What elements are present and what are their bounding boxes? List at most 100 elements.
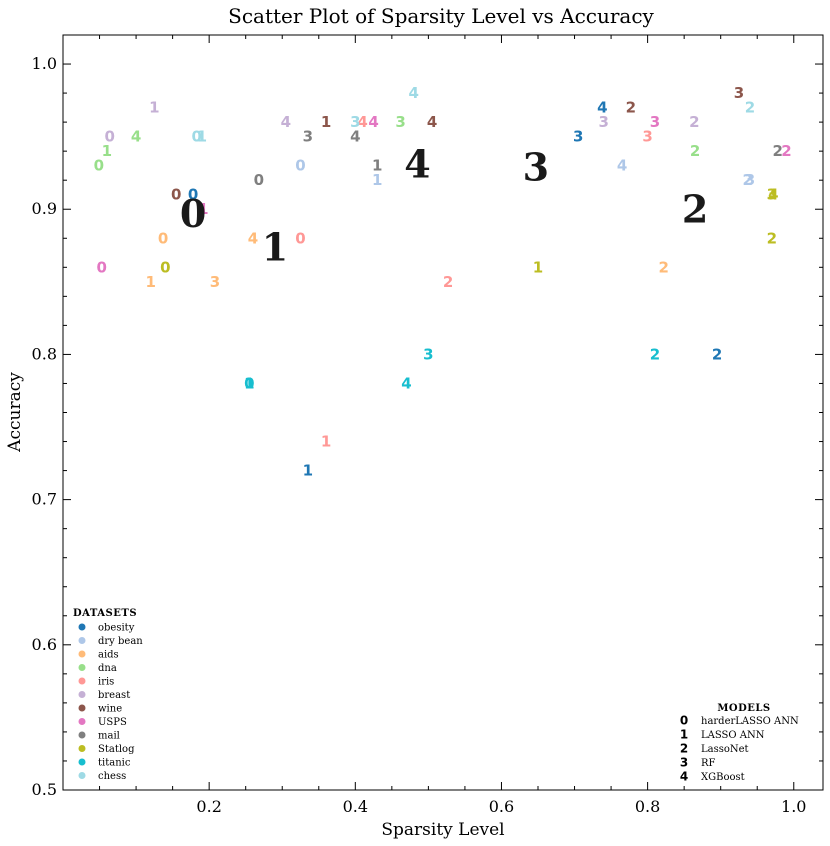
legend-label: breast — [98, 690, 130, 701]
data-point: 0 — [160, 258, 170, 276]
legend-swatch — [78, 758, 86, 766]
x-tick-label: 0.2 — [196, 797, 221, 816]
x-tick-label: 1.0 — [781, 797, 806, 816]
data-point: 2 — [767, 229, 777, 247]
plot-frame — [62, 34, 824, 791]
y-axis-label: Accuracy — [5, 372, 25, 453]
data-point: 3 — [734, 84, 744, 102]
legend-model-label: RF — [701, 758, 716, 769]
data-point: 2 — [658, 258, 668, 276]
data-point: 4 — [427, 113, 437, 131]
legend-model-label: LASSO ANN — [701, 730, 765, 741]
data-point: 1 — [102, 142, 112, 160]
data-point: 4 — [281, 113, 291, 131]
data-point: 4 — [597, 99, 607, 117]
x-tick-label: 0.8 — [635, 797, 660, 816]
chart-title: Scatter Plot of Sparsity Level vs Accura… — [228, 4, 654, 28]
y-tick-label: 0.6 — [32, 635, 57, 654]
data-point: 4 — [768, 186, 778, 204]
data-point: 0 — [105, 128, 115, 146]
data-point: 1 — [198, 200, 208, 218]
data-point: 3 — [395, 113, 405, 131]
legend-swatch — [78, 704, 86, 712]
data-point: 1 — [372, 157, 382, 175]
y-tick-label: 0.8 — [32, 344, 57, 363]
data-point: 1 — [149, 99, 159, 117]
data-point: 2 — [690, 142, 700, 160]
y-tick-label: 0.5 — [32, 780, 57, 799]
data-point: 4 — [409, 84, 419, 102]
data-point: 4 — [131, 128, 141, 146]
data-point: 1 — [145, 273, 155, 291]
data-point: 1 — [197, 128, 207, 146]
data-point: 1 — [321, 433, 331, 451]
legend-swatch — [78, 731, 86, 739]
data-point: 3 — [303, 128, 313, 146]
legend-model-label: XGBoost — [701, 772, 745, 783]
data-point: 1 — [303, 462, 313, 480]
data-point: 1 — [321, 113, 331, 131]
data-point: 2 — [626, 99, 636, 117]
model-centroid-marker: 3 — [523, 145, 549, 190]
data-point: 4 — [248, 229, 258, 247]
legend-label: dna — [98, 663, 117, 674]
models-legend: MODELS 0 harderLASSO ANN 1 LASSO ANN 2 LassoN… — [680, 703, 799, 784]
data-point: 3 — [642, 128, 652, 146]
plot-area: 0.2 0.4 0.6 0.8 1.0 0.50.60.70.80.91.0 01234… — [32, 34, 824, 816]
data-point: 1 — [533, 258, 543, 276]
legend-label: obesity — [98, 623, 135, 634]
data-point: 0 — [244, 374, 254, 392]
legend-label: dry bean — [98, 636, 143, 647]
legend-swatch — [78, 677, 86, 685]
legend-swatch — [78, 623, 86, 631]
legend-swatch — [78, 637, 86, 644]
legend-model-marker: 2 — [680, 742, 688, 756]
legend-swatch — [78, 772, 86, 779]
data-point: 3 — [210, 273, 220, 291]
legend-swatch — [78, 650, 86, 658]
data-point: 0 — [295, 229, 305, 247]
legend-swatch — [78, 718, 86, 725]
legend-model-marker: 0 — [680, 714, 688, 728]
legend-label: iris — [98, 677, 114, 688]
legend-swatch — [78, 664, 86, 671]
legend-swatch — [78, 691, 86, 698]
legend-label: USPS — [98, 717, 127, 728]
legend-label: wine — [98, 704, 122, 715]
data-point: 0 — [254, 171, 264, 189]
data-point: 0 — [94, 157, 104, 175]
data-point: 2 — [781, 142, 791, 160]
data-point: 2 — [650, 345, 660, 363]
legend-label: titanic — [98, 758, 131, 769]
y-tick-label: 0.7 — [32, 490, 57, 509]
y-tick-labels: 0.5 0.6 0.7 0.8 0.9 1.0 — [32, 54, 57, 799]
datasets-legend: DATASETS obesity dry bean aids dna iris breas… — [73, 608, 143, 782]
datasets-legend-title: DATASETS — [73, 608, 137, 619]
legend-swatch — [78, 745, 86, 752]
data-point: 0 — [188, 186, 198, 204]
data-point: 3 — [767, 186, 777, 204]
data-point: 3 — [573, 128, 583, 146]
axis-ticks — [63, 34, 823, 791]
model-centroid-marker: 2 — [682, 187, 708, 232]
data-point: 0 — [97, 258, 107, 276]
legend-model-label: LassoNet — [701, 744, 749, 755]
data-point: 4 — [357, 113, 367, 131]
legend-label: aids — [98, 650, 119, 661]
legend-model-marker: 3 — [680, 756, 688, 770]
data-point: 4 — [350, 128, 360, 146]
data-point: 3 — [423, 345, 433, 363]
data-point: 3 — [745, 171, 755, 189]
models-legend-title: MODELS — [717, 703, 770, 714]
data-point: 4 — [368, 113, 378, 131]
model-centroid-marker: 4 — [404, 142, 430, 187]
legend-model-marker: 4 — [680, 770, 688, 784]
data-point: 2 — [712, 345, 722, 363]
y-tick-label: 0.9 — [32, 199, 57, 218]
data-point: 0 — [158, 229, 168, 247]
model-centroid-marker: 1 — [262, 224, 288, 269]
data-point: 4 — [617, 157, 627, 175]
data-point: 0 — [295, 157, 305, 175]
model-centroid-marker: 0 — [180, 191, 206, 236]
